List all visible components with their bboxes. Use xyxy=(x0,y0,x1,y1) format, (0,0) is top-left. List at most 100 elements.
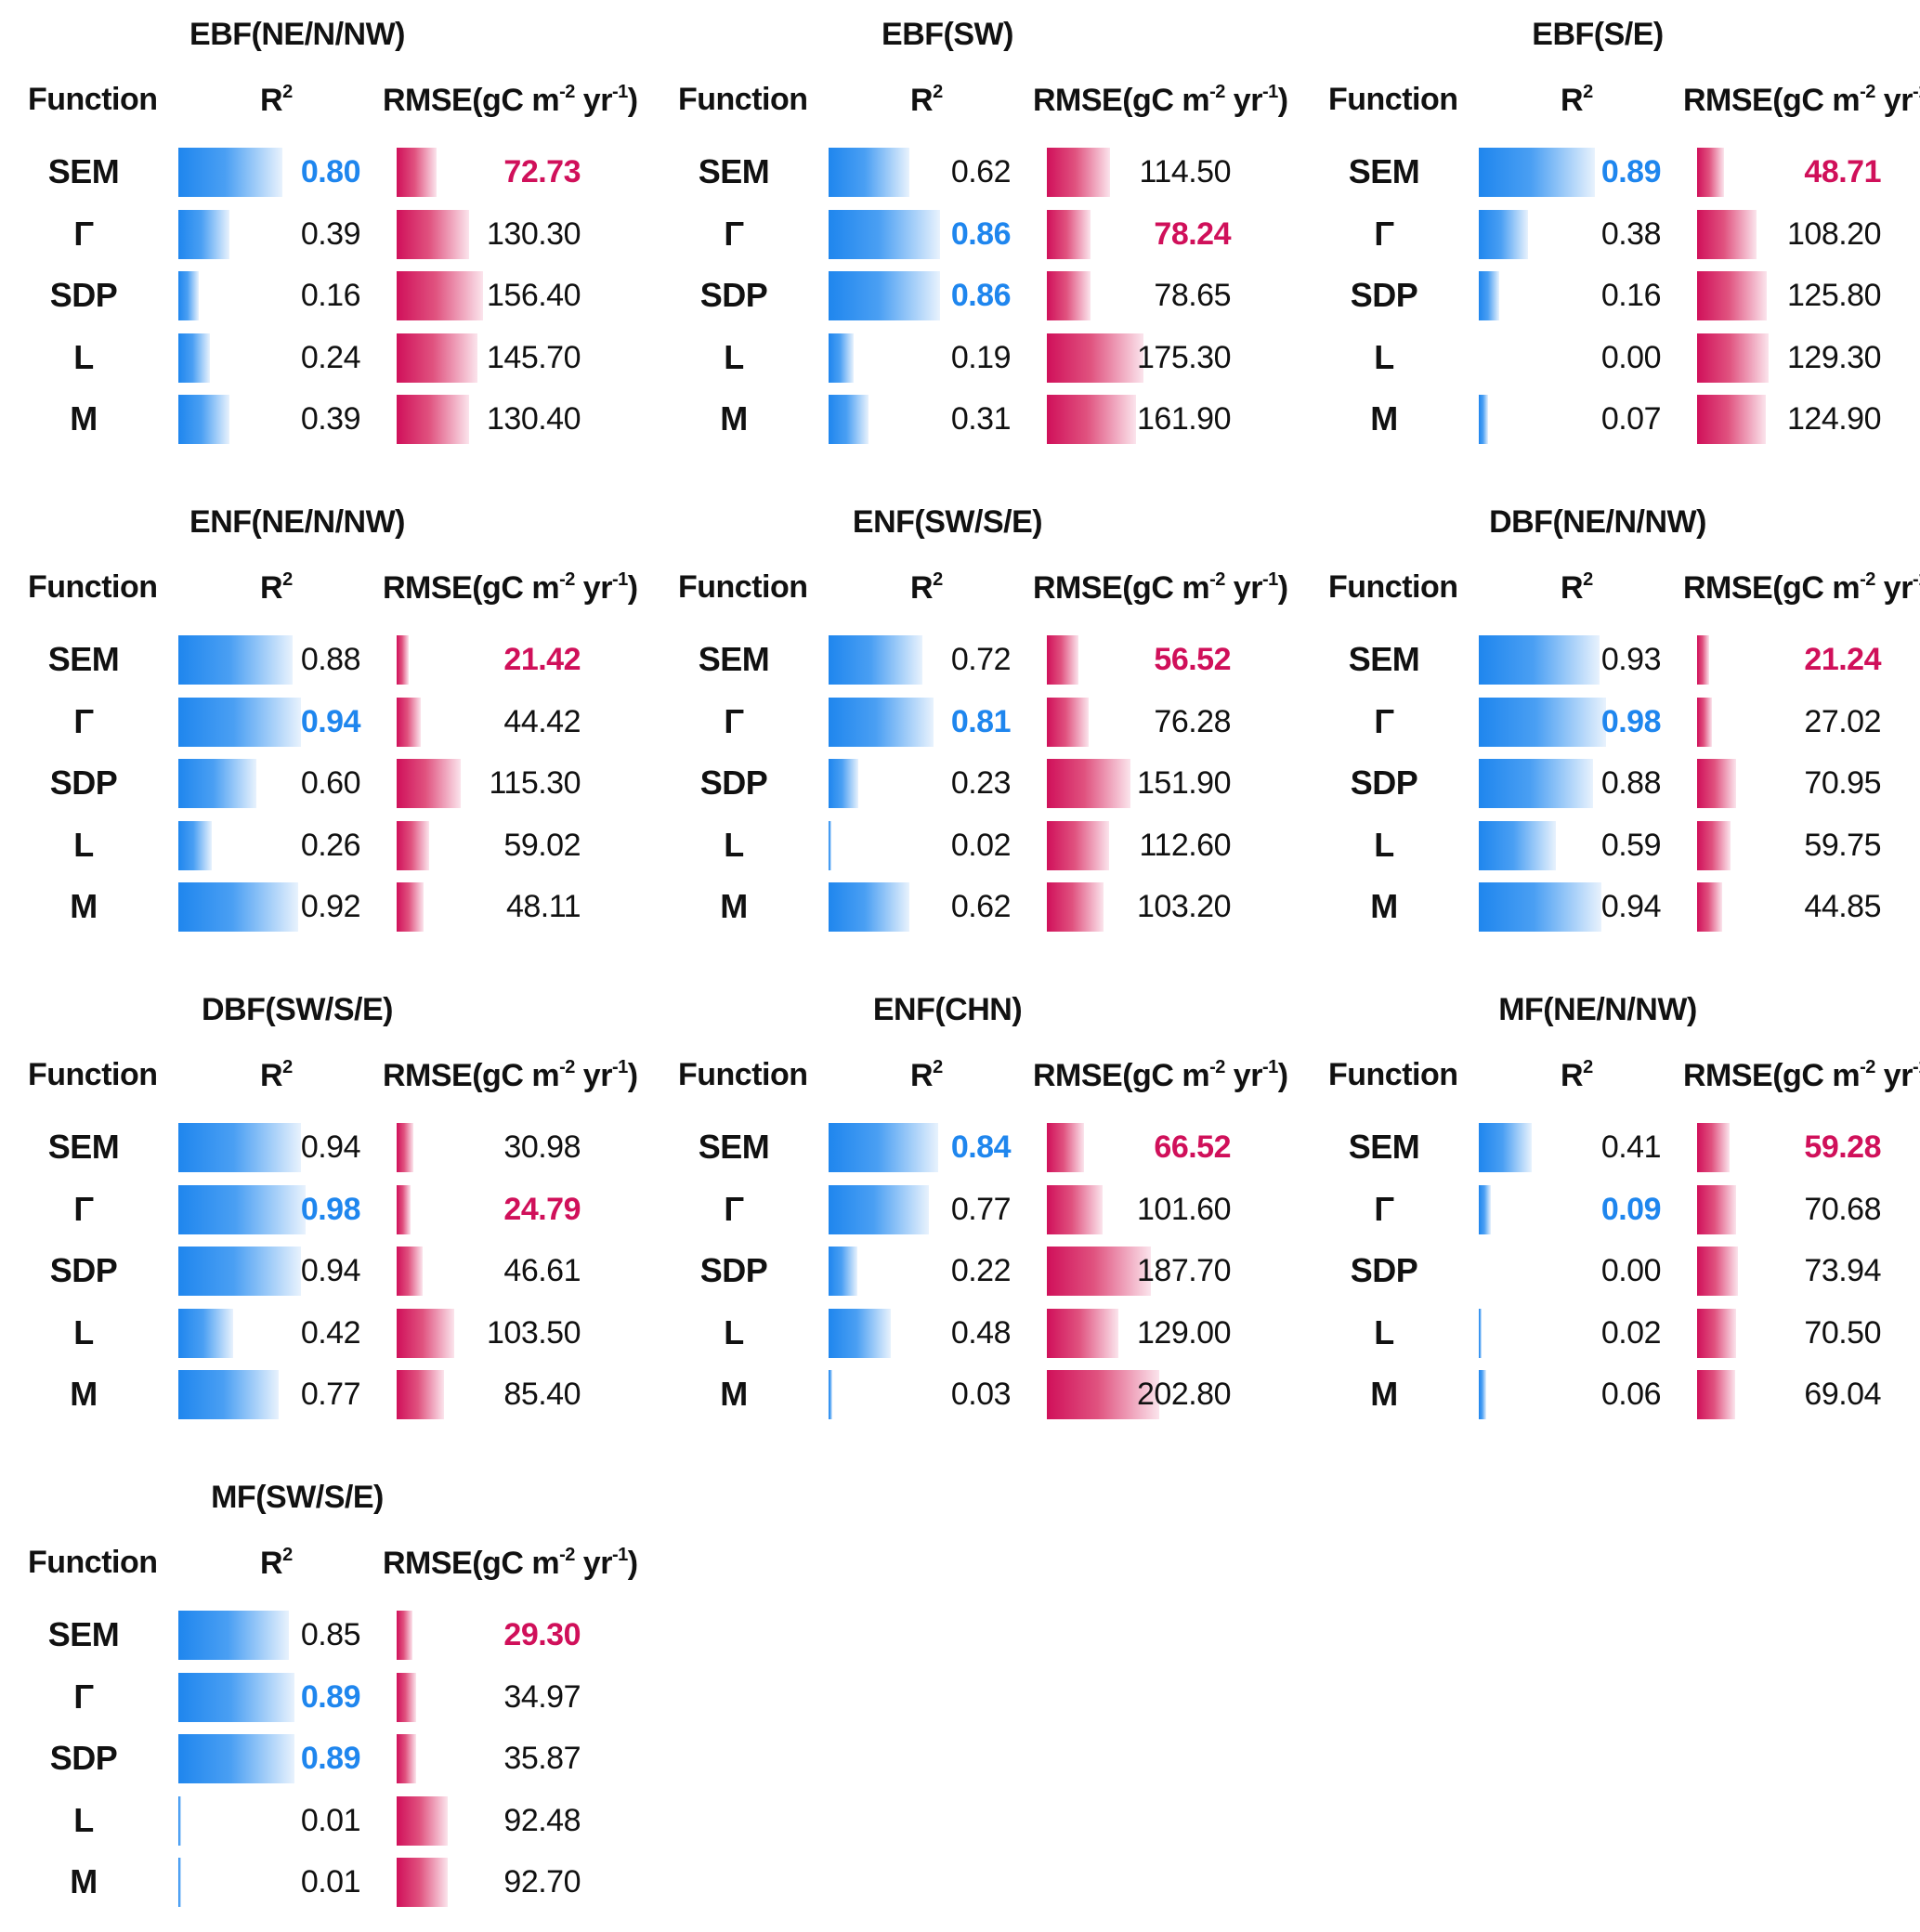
column-header-rmse: RMSE(gC m-2 yr-1) xyxy=(1683,82,1920,119)
column-header-rmse: RMSE(gC m-2 yr-1) xyxy=(383,82,638,119)
r2-value: 0.02 xyxy=(1600,1314,1662,1351)
rmse-bar xyxy=(397,1308,454,1358)
r2-label: R xyxy=(910,570,934,606)
r2-bar xyxy=(1479,148,1595,197)
rmse-bar xyxy=(397,1123,414,1172)
rmse-bar xyxy=(1047,209,1091,259)
r2-value: 0.59 xyxy=(1600,827,1662,863)
table-row: Γ 0.39 130.30 xyxy=(0,203,641,265)
rmse-value: 187.70 xyxy=(1137,1253,1232,1288)
rmse-bar xyxy=(1697,209,1757,259)
rmse-value: 114.50 xyxy=(1139,154,1232,189)
chart-panel: MF(NE/N/NW) Function R2 RMSE(gC m-2 yr-1) SE… xyxy=(1300,975,1920,1444)
r2-label: R xyxy=(910,1058,934,1093)
function-label: M xyxy=(70,1375,98,1413)
table-row: SDP 0.16 125.80 xyxy=(1300,265,1920,326)
r2-label: R xyxy=(260,570,283,606)
function-label: L xyxy=(1374,1312,1394,1351)
rmse-value: 70.50 xyxy=(1804,1314,1881,1351)
r2-value: 0.80 xyxy=(300,154,361,189)
r2-bar xyxy=(829,882,909,932)
rmse-value: 129.00 xyxy=(1137,1314,1232,1351)
r2-bar xyxy=(829,635,922,685)
panel-title: ENF(CHN) xyxy=(872,992,1023,1027)
r2-bar xyxy=(178,635,294,685)
rmse-bar xyxy=(397,148,438,197)
column-header-function: Function xyxy=(1328,569,1458,605)
rmse-value: 69.04 xyxy=(1804,1377,1881,1412)
r2-bar xyxy=(1479,1184,1491,1234)
function-label: M xyxy=(70,887,98,925)
rmse-value: 161.90 xyxy=(1137,401,1232,437)
r2-value: 0.98 xyxy=(300,1191,361,1227)
function-label: L xyxy=(1374,825,1394,864)
rmse-superscript-area: -2 xyxy=(1209,1057,1225,1077)
r2-superscript: 2 xyxy=(1583,569,1593,590)
r2-value: 0.89 xyxy=(300,1741,361,1776)
r2-bar xyxy=(178,697,301,747)
rmse-bar xyxy=(1697,759,1737,808)
rmse-bar xyxy=(397,333,477,383)
column-header-function: Function xyxy=(678,1057,808,1092)
function-label: Γ xyxy=(724,214,744,253)
function-label: Γ xyxy=(1374,701,1394,740)
table-row: SDP 0.00 73.94 xyxy=(1300,1240,1920,1301)
function-label: L xyxy=(724,1312,744,1351)
function-label: M xyxy=(1370,1375,1398,1413)
r2-value: 0.01 xyxy=(300,1802,361,1838)
table-row: M 0.01 92.70 xyxy=(0,1851,641,1912)
rmse-label-prefix: RMSE(gC m xyxy=(383,570,560,606)
table-row: Γ 0.89 34.97 xyxy=(0,1666,641,1728)
r2-value: 0.00 xyxy=(1600,339,1662,375)
chart-panel: MF(SW/S/E) Function R2 RMSE(gC m-2 yr-1) SEM… xyxy=(0,1463,641,1932)
rmse-label-mid: yr xyxy=(1874,1058,1913,1093)
panel-title: MF(NE/N/NW) xyxy=(1498,992,1697,1027)
rmse-label-mid: yr xyxy=(574,1058,613,1093)
function-label: SEM xyxy=(47,1128,120,1166)
rmse-bar xyxy=(1697,882,1722,932)
rmse-value: 44.42 xyxy=(503,703,581,739)
table-row: SDP 0.16 156.40 xyxy=(0,265,641,326)
r2-value: 0.26 xyxy=(300,827,361,863)
rmse-label-prefix: RMSE(gC m xyxy=(383,1546,560,1581)
r2-value: 0.60 xyxy=(300,765,361,801)
rmse-label-mid: yr xyxy=(1224,570,1263,606)
rmse-superscript-area: -2 xyxy=(559,569,575,590)
rmse-label-prefix: RMSE(gC m xyxy=(383,1058,560,1093)
function-label: L xyxy=(73,1312,94,1351)
r2-bar xyxy=(178,333,210,383)
rmse-value: 92.70 xyxy=(503,1864,581,1899)
rmse-label-mid: yr xyxy=(1874,570,1913,606)
column-header-r2: R2 xyxy=(1561,569,1593,607)
rmse-bar xyxy=(397,1734,417,1783)
function-label: Γ xyxy=(73,214,94,253)
rmse-label-prefix: RMSE(gC m xyxy=(1683,83,1861,118)
r2-value: 0.92 xyxy=(300,889,361,924)
table-row: SEM 0.84 66.52 xyxy=(650,1116,1291,1178)
panel-title: DBF(SW/S/E) xyxy=(201,992,394,1027)
rmse-value: 101.60 xyxy=(1137,1191,1232,1227)
rmse-bar xyxy=(397,697,422,747)
rmse-value: 70.68 xyxy=(1804,1191,1881,1227)
r2-value: 0.07 xyxy=(1600,401,1662,437)
rmse-bar xyxy=(397,1370,444,1419)
rmse-value: 59.02 xyxy=(503,827,581,863)
table-row: SEM 0.93 21.24 xyxy=(1300,629,1920,690)
rmse-bar xyxy=(1047,1247,1151,1296)
function-label: L xyxy=(73,337,94,376)
r2-value: 0.88 xyxy=(300,642,361,677)
table-row: L 0.02 112.60 xyxy=(650,815,1291,876)
rmse-bar xyxy=(1697,1370,1736,1419)
rmse-superscript-time: -1 xyxy=(611,1057,628,1077)
table-row: SDP 0.23 151.90 xyxy=(650,752,1291,814)
r2-label: R xyxy=(1561,1058,1584,1093)
function-label: Γ xyxy=(73,1189,94,1228)
r2-bar xyxy=(178,1308,233,1358)
r2-value: 0.42 xyxy=(300,1314,361,1351)
rmse-value: 70.95 xyxy=(1804,765,1881,801)
r2-bar xyxy=(1479,1308,1482,1358)
rmse-value: 124.90 xyxy=(1787,401,1882,437)
r2-value: 0.16 xyxy=(1600,278,1662,313)
rmse-bar xyxy=(397,635,409,685)
r2-value: 0.00 xyxy=(1600,1253,1662,1288)
